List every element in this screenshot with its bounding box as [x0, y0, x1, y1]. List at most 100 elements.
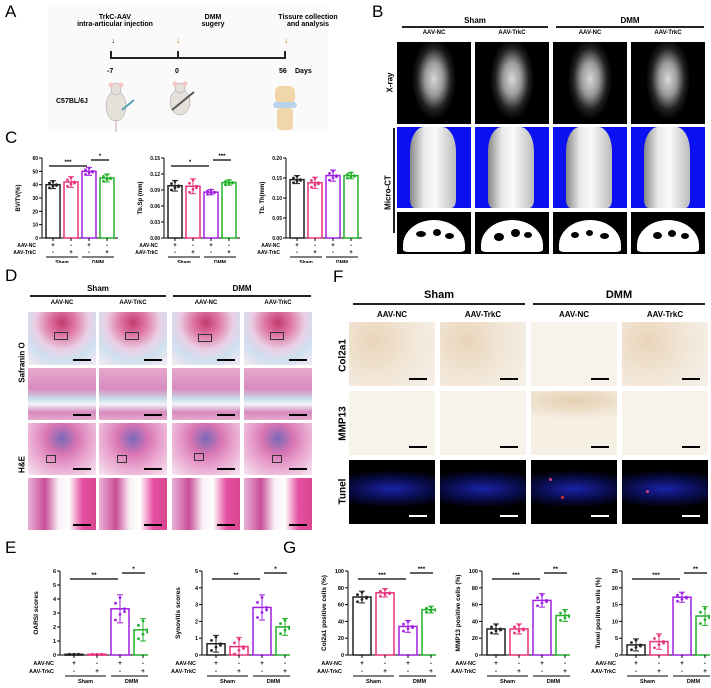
- row-label-safranin: Safranin O: [17, 342, 27, 383]
- svg-text:**: **: [553, 566, 559, 573]
- xray-image: [553, 42, 627, 124]
- event-3-title: Tissure collection and analysis: [278, 14, 338, 28]
- svg-text:3: 3: [53, 611, 56, 617]
- day-label: 0: [175, 68, 179, 75]
- svg-text:+: +: [494, 660, 498, 667]
- timeline-schematic: TrkC-AAV intra-articular injection DMM s…: [48, 4, 338, 132]
- svg-text:Tb. Th(mm): Tb. Th(mm): [260, 182, 266, 215]
- tick: [284, 51, 286, 59]
- svg-text:0: 0: [341, 653, 344, 659]
- svg-text:0.12: 0.12: [150, 172, 160, 178]
- mouse-icon: [105, 82, 135, 132]
- col-label: AAV-NC: [558, 310, 590, 319]
- svg-text:+: +: [563, 668, 567, 675]
- svg-text:20: 20: [472, 636, 478, 642]
- svg-text:*: *: [99, 154, 102, 160]
- svg-text:+: +: [118, 660, 122, 667]
- svg-text:+: +: [227, 250, 231, 256]
- panel-label-d: D: [5, 266, 18, 285]
- panel-label-f: F: [333, 267, 344, 286]
- group-label-sham: Sham: [87, 284, 109, 293]
- svg-text:-: -: [541, 668, 543, 675]
- svg-text:-: -: [88, 250, 90, 256]
- svg-text:*: *: [274, 566, 277, 573]
- svg-text:+: +: [209, 243, 213, 249]
- col-label: AAV-NC: [422, 30, 446, 36]
- svg-text:20: 20: [338, 636, 344, 642]
- svg-text:+: +: [283, 668, 287, 675]
- svg-text:100: 100: [469, 569, 478, 575]
- svg-text:2: 2: [53, 625, 56, 631]
- svg-text:AAV-TrkC: AAV-TrkC: [591, 669, 616, 675]
- he-image: [172, 423, 240, 475]
- col-label: AAV-TrkC: [646, 310, 684, 319]
- svg-text:+: +: [214, 660, 218, 667]
- col2a1-image: [440, 322, 526, 386]
- svg-text:Sham: Sham: [55, 260, 69, 263]
- row-label-mmp13: MMP13: [337, 406, 349, 441]
- svg-text:+: +: [349, 250, 353, 256]
- svg-text:AAV-NC: AAV-NC: [17, 243, 36, 249]
- svg-text:5: 5: [195, 569, 198, 575]
- microct-image: [397, 127, 471, 208]
- svg-text:-: -: [106, 243, 108, 249]
- knee-joint-icon: [273, 86, 297, 130]
- svg-text:DMM: DMM: [267, 679, 281, 685]
- svg-text:**: **: [91, 572, 97, 579]
- svg-text:Col2a1 positive cells (%): Col2a1 positive cells (%): [321, 575, 328, 651]
- svg-text:***: ***: [652, 572, 660, 579]
- xray-image: [475, 42, 549, 124]
- microct-section-image: [397, 212, 471, 254]
- microct-image: [631, 127, 705, 208]
- svg-text:0.15: 0.15: [272, 176, 282, 182]
- svg-text:4: 4: [53, 597, 57, 603]
- svg-text:+: +: [51, 243, 55, 249]
- svg-text:0.00: 0.00: [272, 236, 282, 242]
- svg-text:-: -: [495, 668, 497, 675]
- col-label: AAV-TrkC: [119, 300, 147, 306]
- safranin-o-image: [99, 312, 167, 365]
- svg-text:AAV-TrkC: AAV-TrkC: [135, 250, 158, 256]
- row-label-tunel: Tunel: [337, 478, 349, 505]
- svg-text:60: 60: [338, 603, 344, 609]
- svg-text:+: +: [87, 243, 91, 249]
- col-label: AAV-TrkC: [498, 30, 526, 36]
- svg-text:+: +: [69, 250, 73, 256]
- svg-text:AAV-NC: AAV-NC: [139, 243, 158, 249]
- svg-text:+: +: [173, 243, 177, 249]
- svg-text:Sham: Sham: [500, 679, 515, 685]
- group-line: [533, 303, 705, 305]
- svg-text:AAV-TrkC: AAV-TrkC: [257, 250, 280, 256]
- svg-text:80: 80: [472, 586, 478, 592]
- microct-section-image: [475, 212, 549, 254]
- svg-text:AAV-TrkC: AAV-TrkC: [171, 669, 196, 675]
- he-zoom-image: [244, 478, 312, 530]
- svg-text:-: -: [350, 243, 352, 249]
- svg-text:-: -: [314, 243, 316, 249]
- svg-text:10: 10: [32, 223, 38, 229]
- svg-text:Tunel positive cells (%): Tunel positive cells (%): [595, 577, 602, 648]
- col-label: AAV-TrkC: [464, 310, 502, 319]
- svg-text:5: 5: [53, 583, 56, 589]
- svg-text:+: +: [703, 668, 707, 675]
- svg-text:+: +: [141, 668, 145, 675]
- group-label-dmm: DMM: [605, 289, 633, 301]
- svg-text:0: 0: [475, 653, 478, 659]
- group-label-sham: Sham: [424, 289, 454, 301]
- safranin-o-zoom-image: [28, 368, 96, 420]
- safranin-o-image: [172, 312, 240, 365]
- svg-text:20: 20: [32, 209, 38, 215]
- svg-text:-: -: [215, 668, 217, 675]
- svg-text:***: ***: [512, 572, 520, 579]
- svg-text:+: +: [540, 660, 544, 667]
- event-2-title: DMM sugery: [201, 14, 225, 28]
- svg-text:-: -: [704, 660, 706, 667]
- svg-text:-: -: [73, 668, 75, 675]
- row-label-xray: X-ray: [385, 72, 395, 93]
- col-label: AAV-NC: [194, 300, 218, 306]
- svg-text:DMM: DMM: [547, 679, 561, 685]
- svg-text:-: -: [564, 660, 566, 667]
